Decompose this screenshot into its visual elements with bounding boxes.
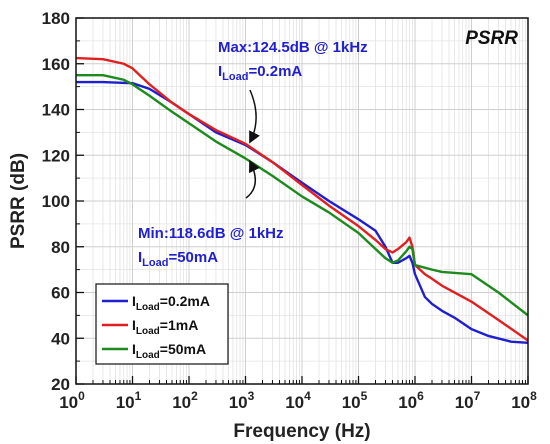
legend: ILoad=0.2mA ILoad=1mA ILoad=50mA	[95, 283, 229, 365]
y-tick-label: 20	[51, 375, 70, 394]
ticks-layer	[75, 17, 529, 385]
legend-label-0: ILoad=0.2mA	[132, 293, 210, 313]
x-tick-label: 103	[229, 389, 255, 412]
annotation-line2: ILoad=50mA	[138, 249, 218, 269]
legend-label-1: ILoad=1mA	[132, 317, 198, 337]
x-tick-label: 107	[455, 389, 481, 412]
annotation-line2: ILoad=0.2mA	[218, 63, 302, 83]
annotation-arrow	[249, 89, 260, 144]
y-tick-label: 120	[42, 146, 70, 165]
x-tick-label: 100	[59, 389, 85, 412]
annotation-arrow	[245, 159, 260, 199]
x-tick-label: 102	[172, 389, 198, 412]
y-tick-label: 80	[51, 238, 70, 257]
annotations: Max:124.5dB @ 1kHz ILoad=0.2mA Min:118.6dB…	[138, 39, 368, 269]
legend-label-2: ILoad=50mA	[132, 341, 206, 361]
chart-title: PSRR	[465, 28, 518, 49]
y-axis-label: PSRR (dB)	[8, 153, 29, 249]
y-tick-label: 100	[42, 192, 70, 211]
x-tick-label: 105	[342, 389, 368, 412]
series-line-2	[76, 73, 529, 317]
x-tick-label: 106	[398, 389, 424, 412]
tick-labels: 100 101 102 103 104 105 106 107 108 20 40 60 80 100 12…	[42, 9, 537, 412]
x-tick-label: 104	[285, 389, 311, 412]
x-tick-label: 101	[116, 389, 142, 412]
series-line-1	[75, 56, 529, 342]
y-tick-label: 60	[51, 284, 70, 303]
x-axis-label: Frequency (Hz)	[233, 421, 370, 442]
series-layer	[75, 56, 529, 345]
annotation-line1: Min:118.6dB @ 1kHz	[138, 225, 284, 242]
x-tick-label: 108	[511, 389, 537, 412]
y-tick-label: 160	[42, 55, 70, 74]
y-tick-label: 140	[42, 101, 70, 120]
y-tick-label: 180	[42, 9, 70, 28]
annotation-line1: Max:124.5dB @ 1kHz	[218, 39, 368, 56]
y-tick-label: 40	[51, 329, 70, 348]
